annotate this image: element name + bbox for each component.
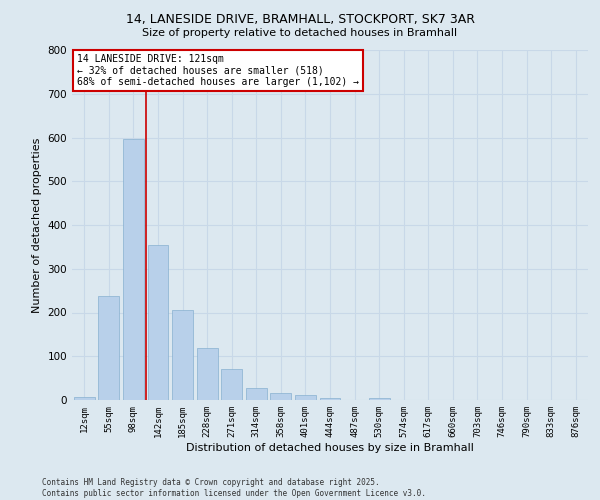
Text: Size of property relative to detached houses in Bramhall: Size of property relative to detached ho… (142, 28, 458, 38)
Bar (123, 139, 144, 400)
Bar (98, 296, 119, 400)
Bar (197, 348, 218, 400)
Bar (295, 395, 316, 400)
Bar (271, 393, 292, 400)
Text: 14, LANESIDE DRIVE, BRAMHALL, STOCKPORT, SK7 3AR: 14, LANESIDE DRIVE, BRAMHALL, STOCKPORT,… (125, 12, 475, 26)
X-axis label: Distribution of detached houses by size in Bramhall: Distribution of detached houses by size … (186, 442, 474, 452)
Text: 14 LANESIDE DRIVE: 121sqm
← 32% of detached houses are smaller (518)
68% of semi: 14 LANESIDE DRIVE: 121sqm ← 32% of detac… (77, 54, 359, 86)
Bar (74, 396, 95, 400)
Bar (221, 370, 242, 400)
Bar (368, 398, 389, 400)
Bar (148, 244, 169, 400)
Y-axis label: Number of detached properties: Number of detached properties (32, 138, 42, 312)
Bar (246, 388, 267, 400)
Bar (172, 310, 193, 400)
Bar (320, 398, 340, 400)
Text: Contains HM Land Registry data © Crown copyright and database right 2025.
Contai: Contains HM Land Registry data © Crown c… (42, 478, 426, 498)
